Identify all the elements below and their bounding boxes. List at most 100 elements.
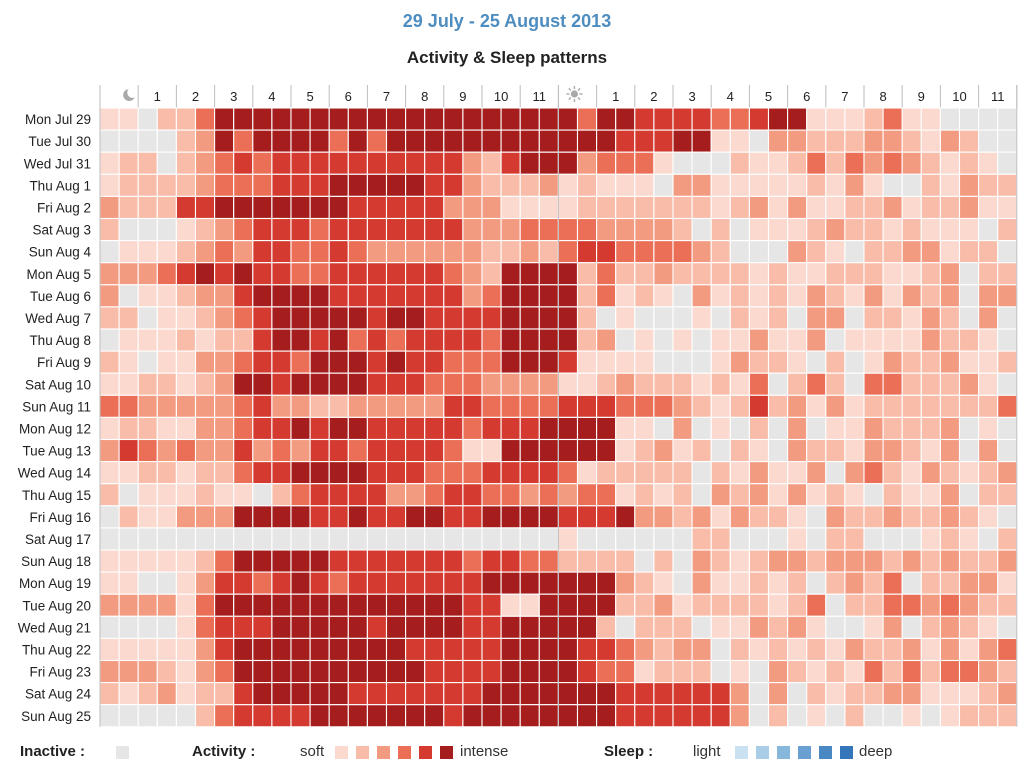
- heatmap-cell: [863, 284, 884, 308]
- heatmap-cell: [615, 593, 636, 617]
- heatmap-cell: [424, 637, 445, 662]
- heatmap-cell: [233, 704, 254, 728]
- heatmap-cell: [939, 461, 961, 485]
- heatmap-cell: [691, 217, 712, 242]
- heatmap-cell: [557, 394, 579, 418]
- heatmap-cell: [385, 151, 407, 175]
- heatmap-cells: [99, 107, 1018, 728]
- heatmap-cell: [214, 637, 235, 662]
- heatmap-cell: [424, 306, 445, 330]
- heatmap-cell: [175, 593, 197, 617]
- heatmap-cell: [806, 240, 827, 264]
- heatmap-cell: [214, 151, 235, 175]
- heatmap-cell: [863, 637, 884, 662]
- heatmap-cell: [156, 151, 177, 175]
- heatmap-cell: [194, 637, 216, 662]
- heatmap-cell: [710, 240, 731, 264]
- heatmap-cell: [118, 284, 139, 308]
- heatmap-cell: [424, 107, 445, 131]
- heatmap-cell: [557, 195, 579, 220]
- heatmap-cell: [557, 527, 579, 551]
- heatmap-cell: [462, 682, 483, 706]
- heatmap-cell: [920, 372, 941, 396]
- heatmap-cell: [424, 461, 445, 485]
- heatmap-cell: [175, 350, 197, 374]
- heatmap-cell: [538, 593, 559, 617]
- heatmap-cell: [825, 129, 846, 153]
- heatmap-cell: [958, 416, 980, 441]
- heatmap-cell: [366, 151, 388, 175]
- heatmap-cell: [615, 306, 636, 330]
- heatmap-cell: [405, 637, 426, 662]
- heatmap-cell: [347, 461, 368, 485]
- heatmap-cell: [118, 615, 139, 639]
- heatmap-cell: [672, 461, 693, 485]
- heatmap-cell: [882, 372, 903, 396]
- heatmap-cell: [347, 262, 368, 286]
- heatmap-cell: [481, 593, 502, 617]
- heatmap-cell: [557, 571, 579, 595]
- heatmap-cell: [939, 438, 961, 463]
- heatmap-cell: [997, 173, 1018, 197]
- heatmap-cell: [710, 107, 731, 131]
- heatmap-cell: [214, 416, 235, 441]
- heatmap-cell: [920, 284, 941, 308]
- heatmap-cell: [901, 505, 922, 529]
- heatmap-cell: [385, 682, 407, 706]
- heatmap-cell: [252, 240, 273, 264]
- heatmap-cell: [978, 240, 999, 264]
- heatmap-cell: [978, 527, 999, 551]
- heatmap-cell: [748, 372, 770, 396]
- heatmap-cell: [271, 328, 292, 352]
- heatmap-cell: [997, 505, 1018, 529]
- heatmap-cell: [118, 372, 139, 396]
- heatmap-cell: [729, 571, 750, 595]
- heatmap-cell: [787, 659, 808, 684]
- heatmap-cell: [825, 173, 846, 197]
- heatmap-cell: [748, 505, 770, 529]
- heatmap-cell: [596, 593, 617, 617]
- heatmap-cell: [137, 107, 158, 131]
- heatmap-cell: [882, 461, 903, 485]
- heatmap-cell: [252, 461, 273, 485]
- heatmap-cell: [137, 615, 158, 639]
- heatmap-cell: [519, 328, 540, 352]
- heatmap-cell: [366, 173, 388, 197]
- heatmap-cell: [748, 284, 770, 308]
- heatmap-cell: [405, 416, 426, 441]
- heatmap-cell: [787, 262, 808, 286]
- heatmap-cell: [118, 637, 139, 662]
- heatmap-cell: [443, 107, 464, 131]
- heatmap-cell: [194, 350, 216, 374]
- heatmap-cell: [462, 438, 483, 463]
- heatmap-cell: [290, 637, 311, 662]
- heatmap-cell: [920, 240, 941, 264]
- heatmap-cell: [252, 659, 273, 684]
- heatmap-cell: [576, 416, 598, 441]
- heatmap-cell: [443, 129, 464, 153]
- heatmap-cell: [748, 704, 770, 728]
- heatmap-cell: [156, 461, 177, 485]
- heatmap-cell: [405, 438, 426, 463]
- heatmap-cell: [920, 306, 941, 330]
- heatmap-cell: [271, 571, 292, 595]
- heatmap-cell: [290, 217, 311, 242]
- heatmap-cell: [233, 438, 254, 463]
- row-label: Thu Aug 22: [22, 642, 91, 657]
- heatmap-cell: [500, 461, 521, 485]
- heatmap-cell: [366, 262, 388, 286]
- heatmap-cell: [653, 372, 674, 396]
- heatmap-cell: [290, 284, 311, 308]
- heatmap-cell: [920, 151, 941, 175]
- heatmap-cell: [481, 704, 502, 728]
- heatmap-cell: [519, 505, 540, 529]
- heatmap-cell: [939, 129, 961, 153]
- heatmap-cell: [347, 682, 368, 706]
- heatmap-cell: [538, 571, 559, 595]
- heatmap-cell: [347, 151, 368, 175]
- heatmap-cell: [194, 659, 216, 684]
- heatmap-cell: [309, 328, 330, 352]
- heatmap-cell: [519, 438, 540, 463]
- heatmap-cell: [252, 438, 273, 463]
- heatmap-cell: [309, 704, 330, 728]
